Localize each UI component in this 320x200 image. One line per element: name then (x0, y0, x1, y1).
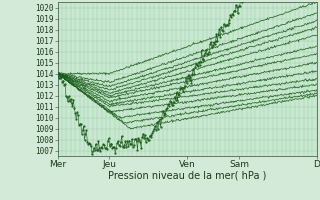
X-axis label: Pression niveau de la mer( hPa ): Pression niveau de la mer( hPa ) (108, 171, 266, 181)
